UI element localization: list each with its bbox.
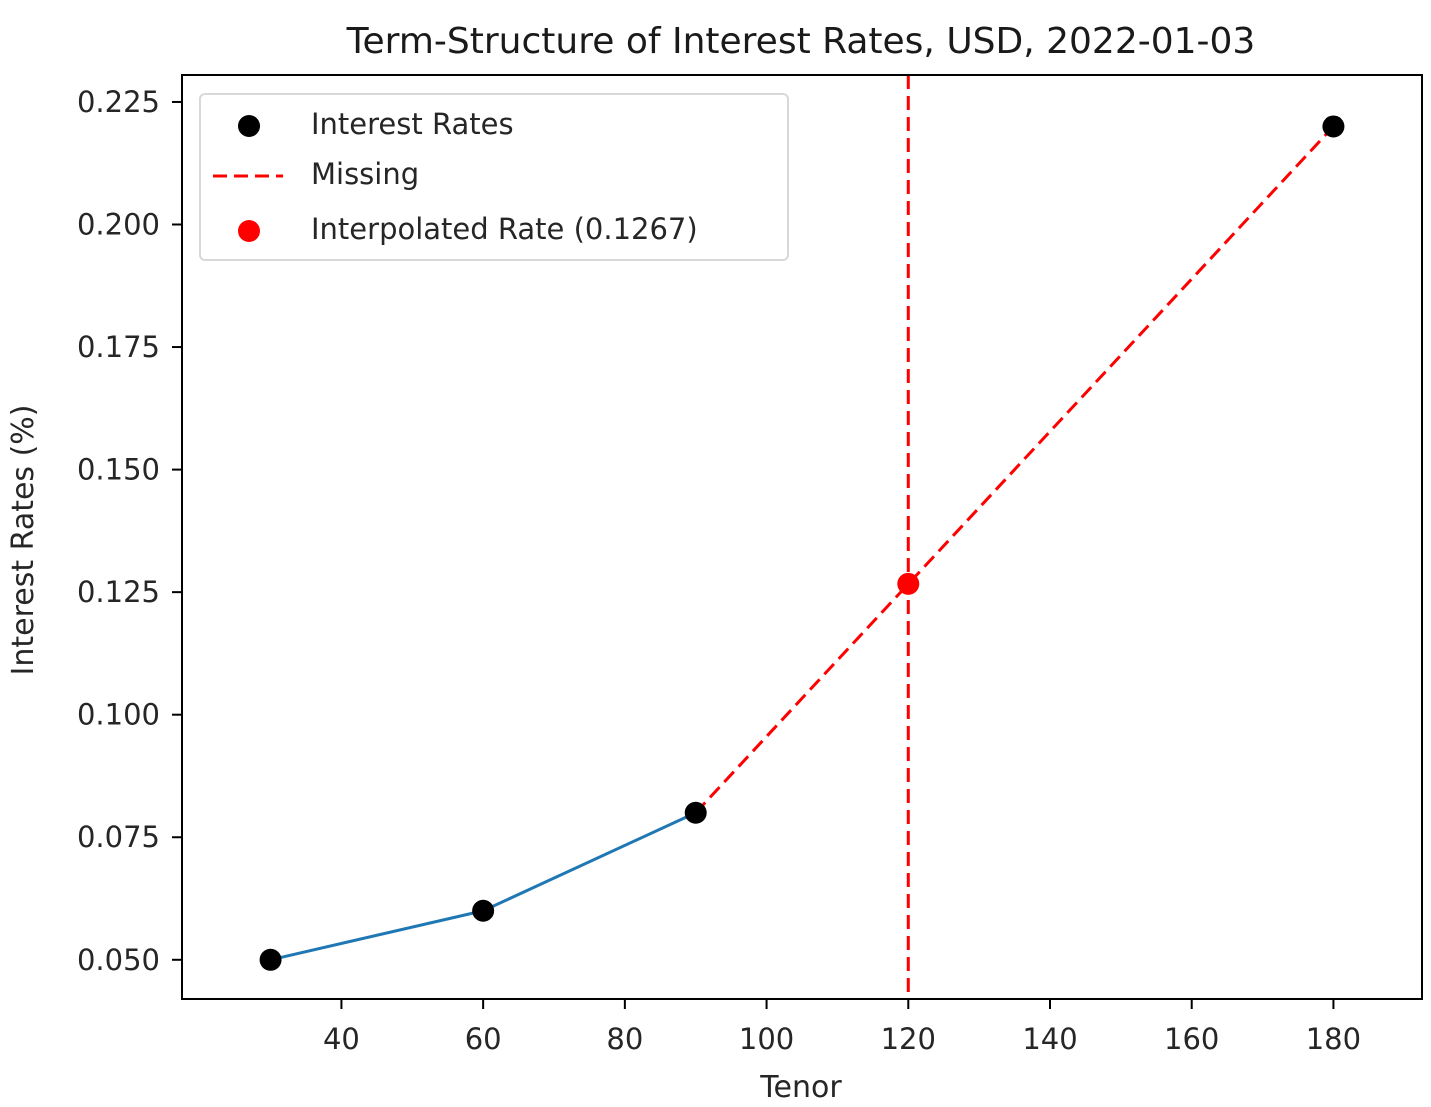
x-axis-label: Tenor (759, 1070, 842, 1105)
y-tick-label: 0.050 (77, 943, 160, 977)
legend-entry-label: Interpolated Rate (0.1267) (311, 212, 698, 246)
y-tick-label: 0.225 (77, 85, 160, 119)
legend: Interest Rates Missing Interpolated Rate (… (199, 93, 789, 261)
x-tick-label: 40 (323, 1022, 360, 1056)
x-tick-label: 80 (606, 1022, 643, 1056)
y-tick-label: 0.075 (77, 820, 160, 854)
y-tick-label: 0.100 (77, 698, 160, 732)
plot-area (259, 75, 1345, 999)
observed-line-segment (270, 909, 484, 962)
chart-title: Term-Structure of Interest Rates, USD, 2… (346, 21, 1256, 62)
axes: 40 60 80 100 120 140 160 180 0.050 0.075 0.100 0.12… (77, 74, 1423, 1056)
interpolated-rate-point (897, 572, 920, 595)
y-tick-label: 0.200 (77, 208, 160, 242)
observed-line-segment (482, 811, 697, 913)
x-tick-label: 120 (881, 1022, 936, 1056)
interest-rate-point (1322, 115, 1345, 138)
y-axis-label: Interest Rates (%) (6, 404, 41, 675)
x-tick-label: 160 (1164, 1022, 1219, 1056)
interest-rate-point (472, 899, 495, 922)
legend-entry-label: Missing (311, 157, 419, 191)
interest-rate-point (684, 801, 707, 824)
y-tick-label: 0.150 (77, 453, 160, 487)
x-tick-label: 60 (465, 1022, 502, 1056)
interest-rate-point (259, 948, 282, 971)
y-tick-label: 0.125 (77, 575, 160, 609)
x-tick-label: 100 (739, 1022, 794, 1056)
x-tick-label: 140 (1022, 1022, 1077, 1056)
legend-box (199, 93, 789, 261)
axes-frame (181, 74, 1423, 1000)
missing-dashed-line (694, 125, 1335, 814)
legend-entry-label: Interest Rates (311, 107, 514, 141)
legend-swatch-point (238, 220, 260, 242)
x-tick-label: 180 (1306, 1022, 1361, 1056)
legend-swatch-point (238, 115, 260, 137)
y-tick-label: 0.175 (77, 330, 160, 364)
